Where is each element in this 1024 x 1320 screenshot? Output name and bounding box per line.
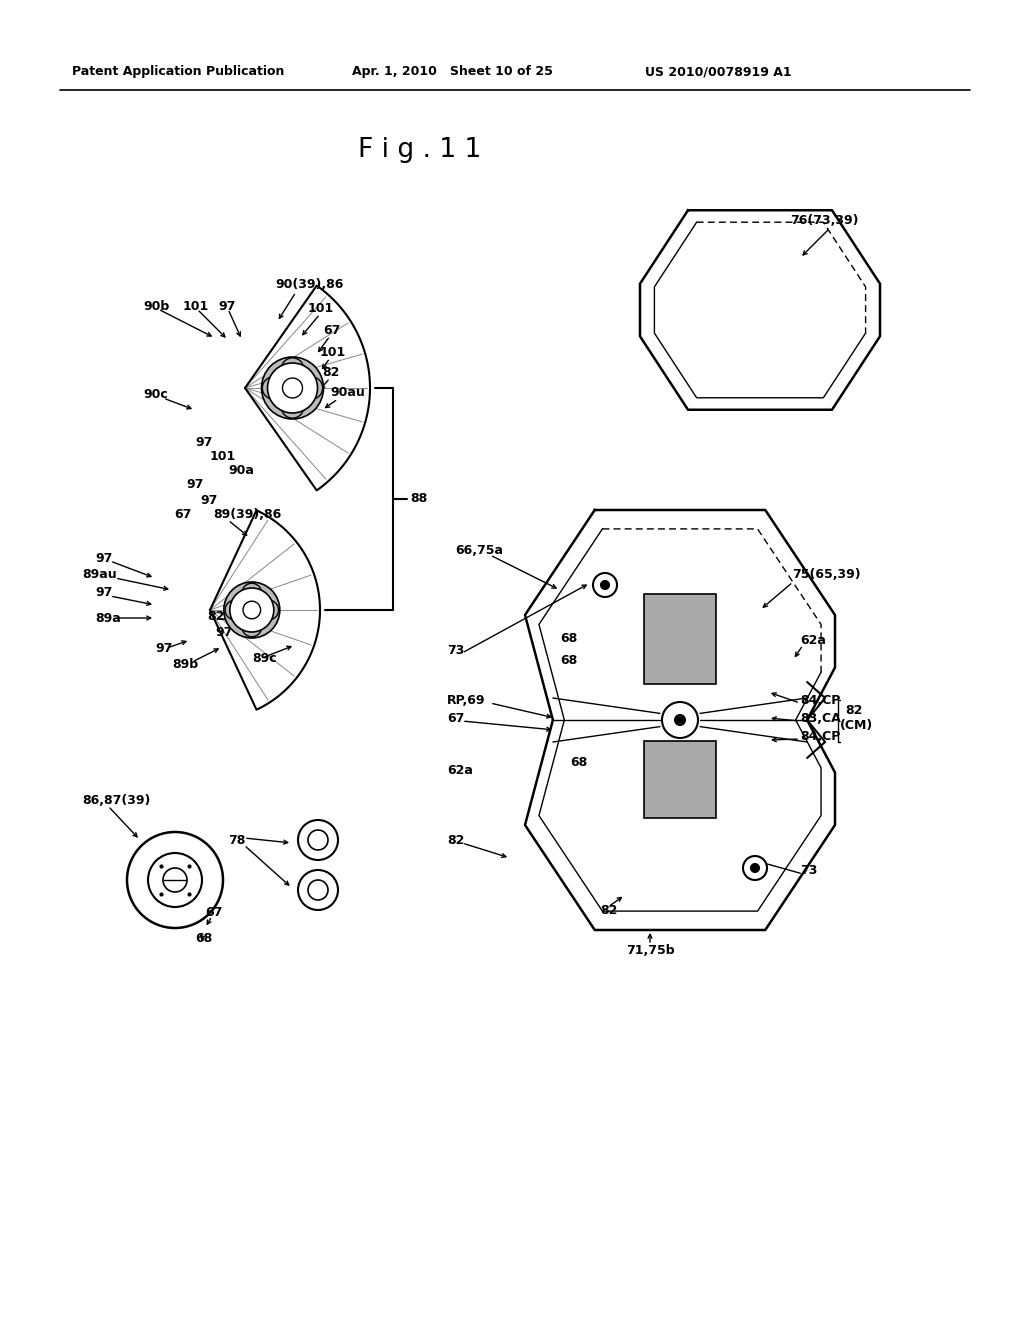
Circle shape: [261, 356, 324, 418]
Text: 89a: 89a: [95, 611, 121, 624]
Text: 86,87(39): 86,87(39): [82, 793, 151, 807]
Text: 82: 82: [207, 610, 224, 623]
Text: 66,75a: 66,75a: [455, 544, 503, 557]
Circle shape: [127, 832, 223, 928]
Circle shape: [593, 573, 617, 597]
Circle shape: [743, 855, 767, 880]
Circle shape: [163, 869, 187, 892]
Bar: [644, 594, 716, 684]
Text: 90a: 90a: [228, 463, 254, 477]
Text: 84,CP: 84,CP: [800, 693, 841, 706]
Text: 68: 68: [690, 755, 708, 768]
Text: 76(73,39): 76(73,39): [790, 214, 858, 227]
Text: 68: 68: [560, 653, 578, 667]
Circle shape: [225, 601, 245, 620]
Text: 62a: 62a: [800, 634, 826, 647]
Text: 82: 82: [322, 366, 339, 379]
Text: (CM): (CM): [840, 719, 873, 733]
Circle shape: [283, 378, 302, 399]
Circle shape: [308, 880, 328, 900]
Text: 75(65,39): 75(65,39): [792, 569, 860, 582]
Text: 97: 97: [95, 552, 113, 565]
Text: 101: 101: [210, 450, 237, 462]
Circle shape: [675, 715, 685, 725]
Text: 83,CA: 83,CA: [800, 711, 841, 725]
Text: 89b: 89b: [172, 659, 198, 672]
Text: Apr. 1, 2010   Sheet 10 of 25: Apr. 1, 2010 Sheet 10 of 25: [352, 66, 553, 78]
Text: 68: 68: [570, 755, 587, 768]
Circle shape: [308, 830, 328, 850]
Text: 62a: 62a: [447, 763, 473, 776]
Text: 89c: 89c: [252, 652, 276, 664]
Text: F i g . 1 1: F i g . 1 1: [358, 137, 481, 162]
Polygon shape: [245, 285, 370, 491]
Text: 89(39),86: 89(39),86: [213, 507, 282, 520]
Text: 97: 97: [95, 586, 113, 599]
Circle shape: [242, 616, 262, 636]
Text: 78: 78: [228, 833, 246, 846]
Text: 67: 67: [447, 711, 464, 725]
Text: 101: 101: [319, 346, 346, 359]
Text: 90(39),86: 90(39),86: [275, 279, 343, 292]
Circle shape: [243, 601, 260, 619]
Polygon shape: [210, 511, 319, 710]
Text: 101: 101: [308, 301, 334, 314]
Circle shape: [282, 358, 304, 380]
Text: 97: 97: [200, 494, 217, 507]
Text: 84,CP: 84,CP: [800, 730, 841, 742]
Circle shape: [298, 870, 338, 909]
Circle shape: [242, 583, 262, 603]
Text: 71,75b: 71,75b: [626, 944, 675, 957]
Text: 68: 68: [195, 932, 212, 945]
Text: 67: 67: [174, 507, 191, 520]
Text: 82: 82: [447, 833, 464, 846]
Circle shape: [282, 396, 304, 418]
Text: 90au: 90au: [330, 387, 365, 400]
Text: 82: 82: [845, 704, 862, 717]
Text: 82: 82: [600, 903, 617, 916]
Circle shape: [148, 853, 202, 907]
Bar: [644, 741, 716, 817]
Circle shape: [229, 587, 273, 632]
Circle shape: [259, 601, 279, 620]
Text: 73: 73: [447, 644, 464, 656]
Circle shape: [300, 376, 323, 399]
Text: 67: 67: [323, 323, 340, 337]
Circle shape: [601, 581, 609, 589]
Text: RP,69: RP,69: [447, 693, 485, 706]
Text: 88: 88: [410, 492, 427, 506]
Text: 73: 73: [800, 863, 817, 876]
Circle shape: [224, 582, 280, 638]
Circle shape: [662, 702, 698, 738]
Text: US 2010/0078919 A1: US 2010/0078919 A1: [645, 66, 792, 78]
Text: 68: 68: [560, 631, 578, 644]
Text: Patent Application Publication: Patent Application Publication: [72, 66, 285, 78]
Text: 97: 97: [155, 642, 172, 655]
Text: 97: 97: [215, 627, 232, 639]
Text: 90b: 90b: [143, 300, 169, 313]
Text: 101: 101: [183, 300, 209, 313]
Circle shape: [751, 865, 759, 873]
Text: 67: 67: [205, 906, 222, 919]
Text: 97: 97: [195, 436, 212, 449]
Text: 90c: 90c: [143, 388, 168, 401]
Text: 97: 97: [218, 300, 236, 313]
Circle shape: [267, 363, 317, 413]
Circle shape: [298, 820, 338, 861]
Text: 97: 97: [186, 479, 204, 491]
Text: 89au: 89au: [82, 569, 117, 582]
Circle shape: [262, 376, 285, 399]
